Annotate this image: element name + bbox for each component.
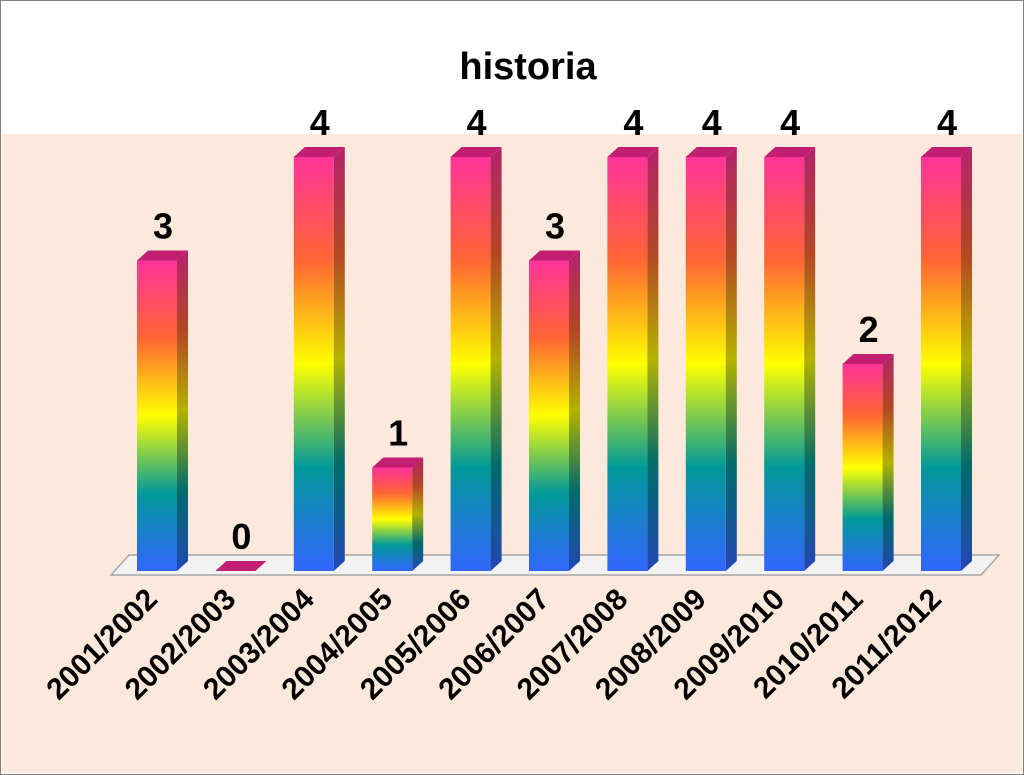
bar-top xyxy=(607,147,659,157)
bar-side xyxy=(177,250,188,571)
bar-side xyxy=(725,147,737,571)
bar-top xyxy=(685,147,737,157)
bar-2005/2006 xyxy=(450,147,502,571)
bar-top xyxy=(529,250,580,261)
bar-side xyxy=(961,147,972,571)
bar-2003/2004 xyxy=(293,147,345,571)
bar-side xyxy=(569,250,580,571)
bar-2009/2010 xyxy=(764,147,816,571)
bar-side xyxy=(333,147,345,571)
bar-side xyxy=(804,147,816,571)
bar-2007/2008 xyxy=(607,147,659,571)
bar-side xyxy=(647,147,659,571)
bar-side xyxy=(412,457,424,571)
bar-2004/2005 xyxy=(372,457,424,571)
bar-top xyxy=(293,147,345,157)
bar-side xyxy=(490,147,502,571)
data-label: 4 xyxy=(467,102,487,143)
data-label: 4 xyxy=(310,102,330,143)
bar-2002/2003 xyxy=(215,561,267,571)
data-label: 4 xyxy=(702,102,722,143)
data-label: 2 xyxy=(859,309,879,350)
data-label: 4 xyxy=(780,102,800,143)
bar-side xyxy=(882,354,894,571)
data-label: 1 xyxy=(388,413,408,454)
bar-front xyxy=(293,157,334,571)
bar-2008/2009 xyxy=(685,147,737,571)
bar-front xyxy=(137,260,177,571)
data-label: 3 xyxy=(153,206,173,247)
bar-top xyxy=(450,147,502,157)
bar-top xyxy=(842,354,894,364)
bar-front xyxy=(685,157,726,571)
bar-front xyxy=(372,467,413,571)
bar-front xyxy=(450,157,491,571)
bar-front xyxy=(529,260,569,571)
bar-2006/2007 xyxy=(529,250,580,571)
bar-zero xyxy=(215,561,267,571)
chart-title: historia xyxy=(459,46,597,88)
bar-2011/2012 xyxy=(921,147,972,571)
bar-2001/2002 xyxy=(137,250,188,571)
bar-top xyxy=(372,457,424,468)
bar-front xyxy=(764,157,805,571)
bar-top xyxy=(921,147,972,157)
bars-layer xyxy=(137,147,972,571)
data-label: 4 xyxy=(623,102,643,143)
bar-top xyxy=(137,250,188,261)
data-labels-layer: 3 0 4 1 4 3 4 4 4 2 4 xyxy=(153,102,957,557)
bar-front xyxy=(921,157,961,571)
data-label: 3 xyxy=(545,206,565,247)
bar-top xyxy=(764,147,816,157)
bar-front xyxy=(842,364,883,571)
data-label: 0 xyxy=(231,516,251,557)
bar-2010/2011 xyxy=(842,354,894,571)
bar-front xyxy=(607,157,648,571)
data-label: 4 xyxy=(937,102,957,143)
